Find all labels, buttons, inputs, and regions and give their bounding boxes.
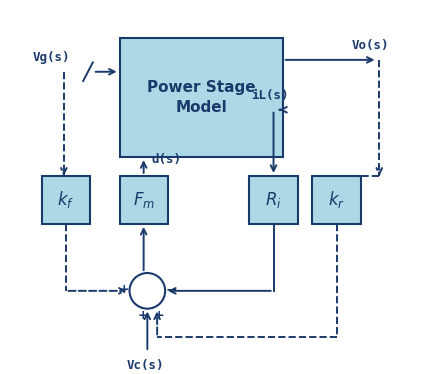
FancyBboxPatch shape xyxy=(120,176,168,224)
Text: iL(s): iL(s) xyxy=(251,89,289,102)
Text: −: − xyxy=(165,282,177,296)
Text: Vg(s): Vg(s) xyxy=(32,50,70,64)
FancyBboxPatch shape xyxy=(41,176,90,224)
Text: $k_r$: $k_r$ xyxy=(328,189,345,211)
Circle shape xyxy=(130,273,165,309)
Text: +: + xyxy=(137,309,148,322)
FancyBboxPatch shape xyxy=(249,176,298,224)
Text: +: + xyxy=(154,309,164,322)
Text: Vc(s): Vc(s) xyxy=(127,359,165,372)
Text: $R_i$: $R_i$ xyxy=(265,190,282,210)
Text: $F_m$: $F_m$ xyxy=(133,190,155,210)
Text: $k_f$: $k_f$ xyxy=(57,189,74,211)
Text: +: + xyxy=(118,283,129,296)
Text: Power Stage
Model: Power Stage Model xyxy=(147,80,255,115)
Text: d(s): d(s) xyxy=(152,153,182,166)
Text: Vo(s): Vo(s) xyxy=(352,40,389,52)
FancyBboxPatch shape xyxy=(120,39,283,157)
FancyBboxPatch shape xyxy=(312,176,361,224)
